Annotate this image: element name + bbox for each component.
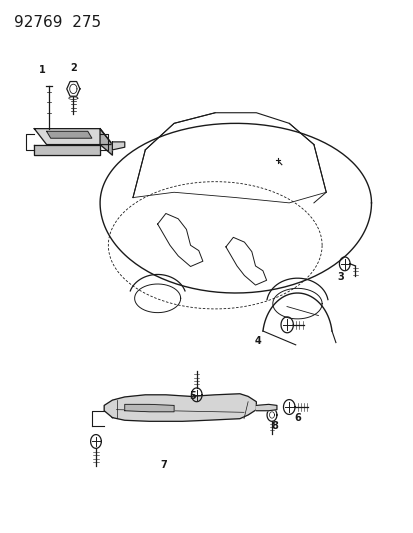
Polygon shape bbox=[100, 128, 112, 155]
Text: 6: 6 bbox=[293, 413, 300, 423]
Text: 1: 1 bbox=[39, 66, 46, 75]
Polygon shape bbox=[124, 405, 174, 412]
Text: 3: 3 bbox=[337, 272, 343, 282]
Text: 2: 2 bbox=[70, 63, 76, 72]
Polygon shape bbox=[112, 142, 124, 150]
Text: 92769  275: 92769 275 bbox=[14, 14, 101, 30]
Polygon shape bbox=[47, 131, 92, 138]
Polygon shape bbox=[34, 128, 112, 144]
Text: 5: 5 bbox=[189, 391, 195, 401]
Polygon shape bbox=[104, 394, 256, 421]
Text: 7: 7 bbox=[160, 461, 167, 470]
Polygon shape bbox=[256, 405, 276, 411]
Text: 8: 8 bbox=[271, 421, 278, 431]
Polygon shape bbox=[34, 144, 100, 155]
Text: 4: 4 bbox=[254, 336, 261, 346]
